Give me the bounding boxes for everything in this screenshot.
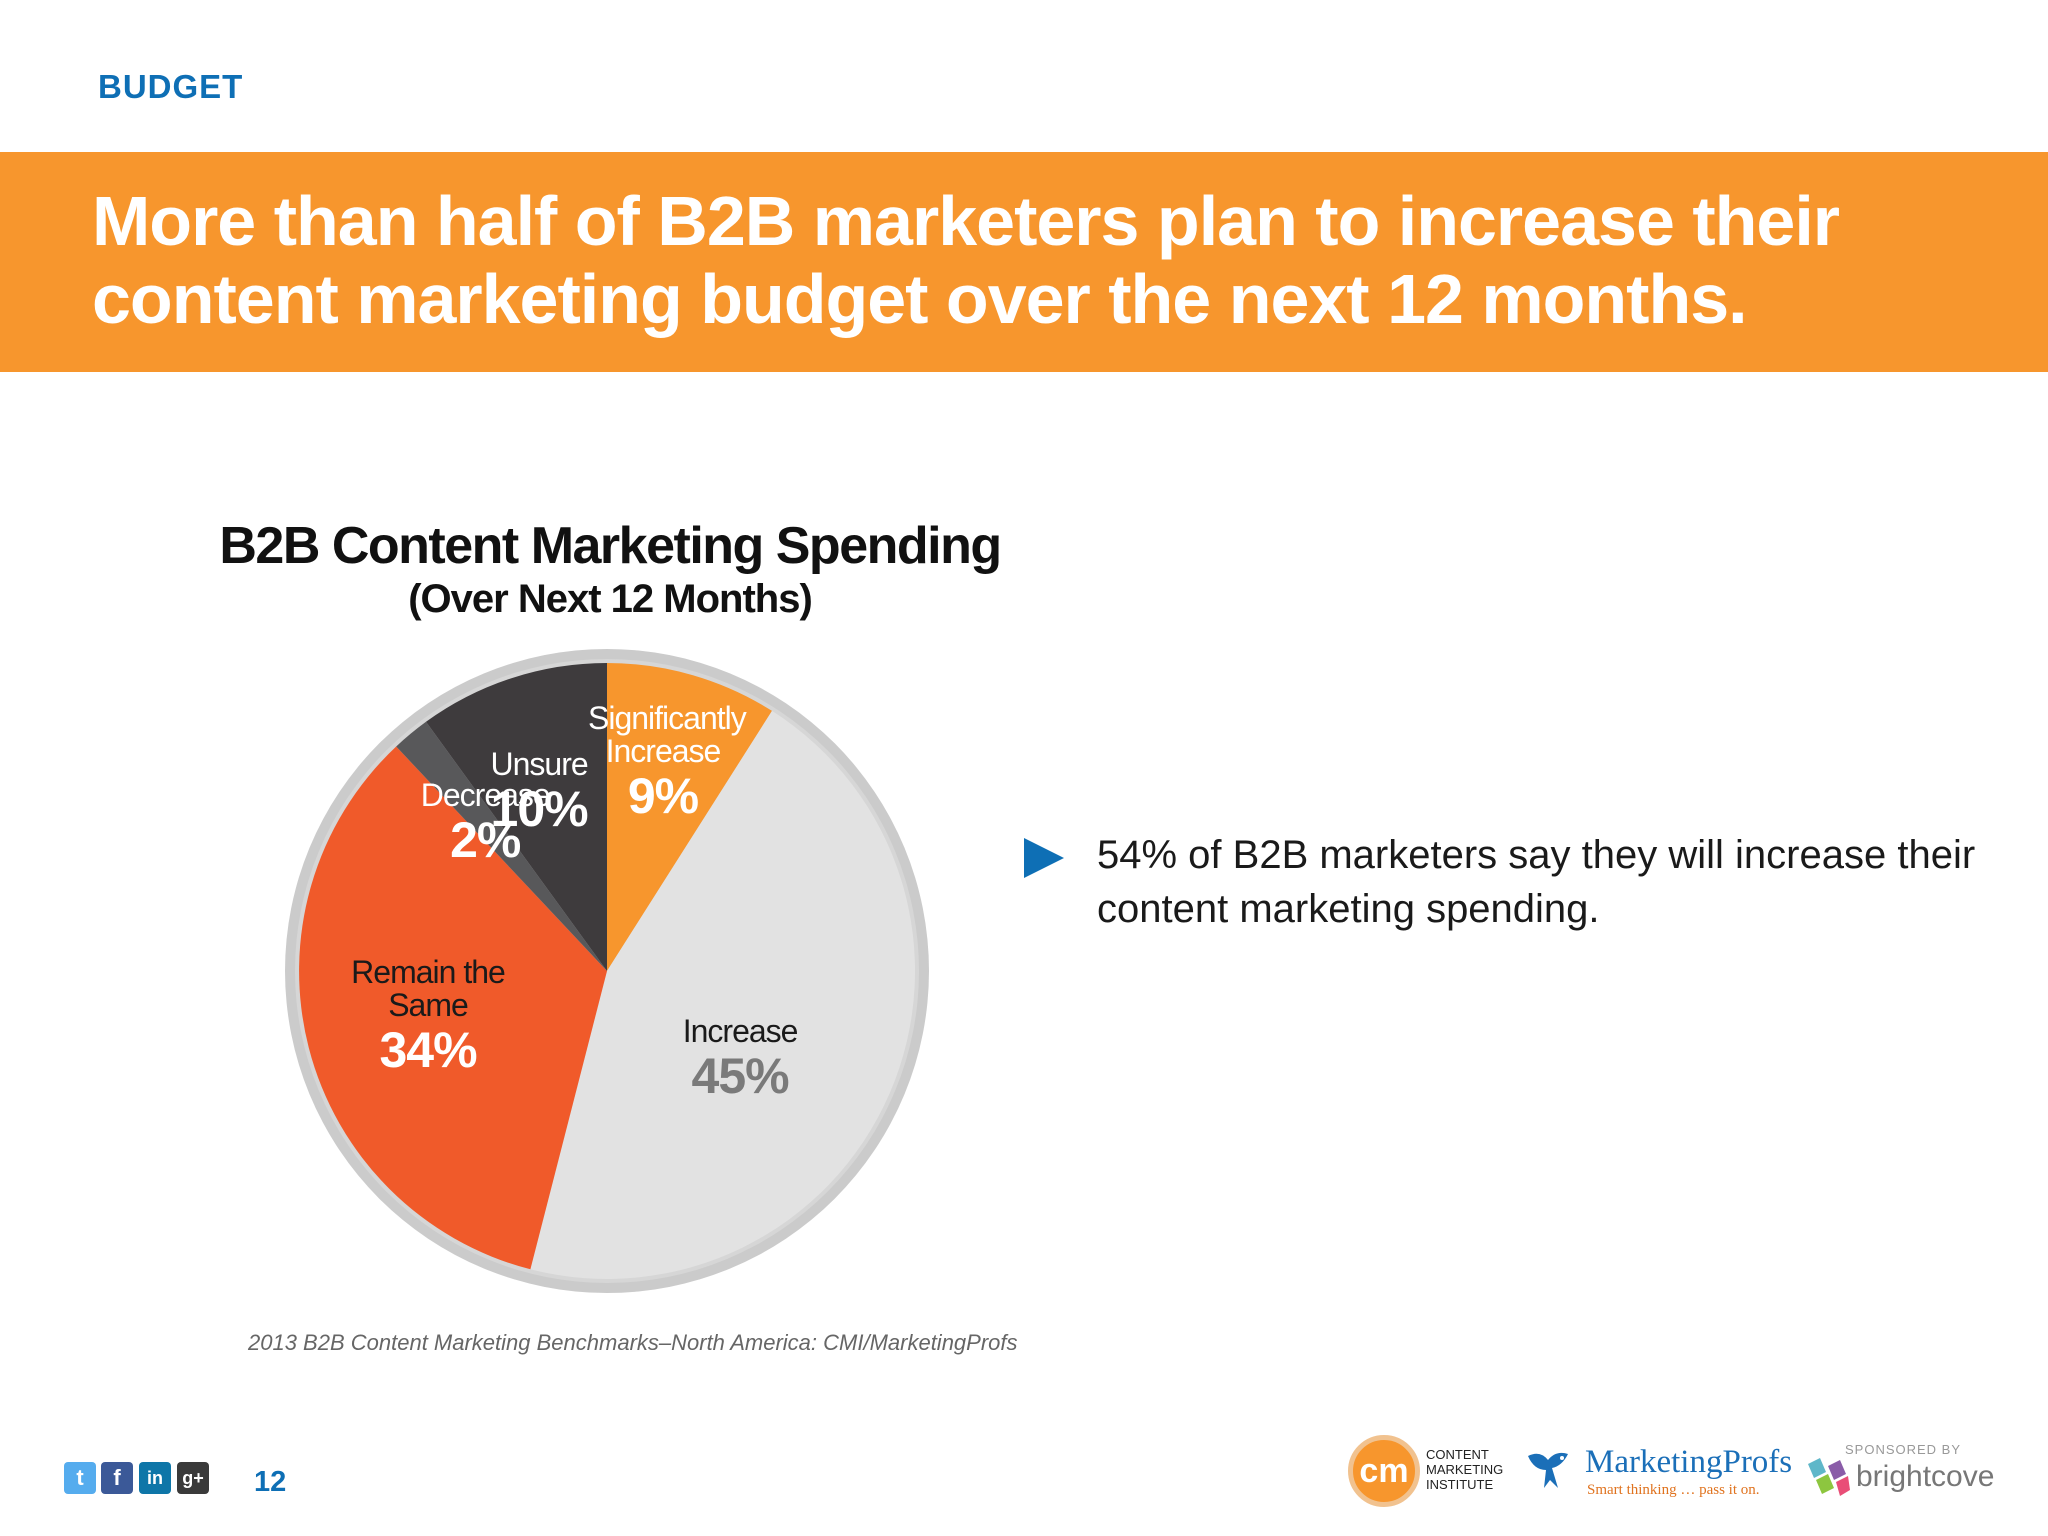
cmi-logo: cm <box>1348 1435 1420 1507</box>
callout-text: 54% of B2B marketers say they will incre… <box>1097 833 1976 931</box>
headline-banner: More than half of B2B marketers plan to … <box>0 152 2048 372</box>
slice-percent: 45% <box>691 1048 790 1105</box>
slice-percent: 9% <box>627 767 699 824</box>
bullet-arrow-icon <box>1024 838 1064 878</box>
pie-slice-remain-the-same <box>299 746 607 1270</box>
brightcove-mark-icon <box>1808 1458 1850 1496</box>
marketingprofs-name: MarketingProfs <box>1585 1444 1793 1480</box>
facebook-icon[interactable]: f <box>101 1462 133 1494</box>
slice-percent: 34% <box>379 1021 477 1078</box>
pie-slice-unsure <box>426 663 607 971</box>
pie-slice-increase <box>530 710 916 1279</box>
headline: More than half of B2B marketers plan to … <box>92 182 1840 338</box>
slice-label-text: Unsure <box>490 746 588 783</box>
slice-label-remain-the-same: Remain the Same 34% <box>333 953 523 1078</box>
linkedin-icon[interactable]: in <box>139 1462 171 1494</box>
twitter-icon[interactable]: t <box>64 1462 96 1494</box>
page-number: 12 <box>254 1466 287 1498</box>
slice-label-text: Significantly Increase <box>587 699 747 769</box>
sponsor-name: brightcove <box>1856 1460 1995 1493</box>
slice-label-decrease: Decrease 2% <box>420 777 551 869</box>
slice-percent: 10% <box>490 781 589 838</box>
slice-label-text: Remain the Same <box>351 953 506 1023</box>
chart-title: B2B Content Marketing Spending <box>219 517 1002 575</box>
marketingprofs-bird-icon <box>1528 1452 1568 1488</box>
sponsor-label: SPONSORED BY <box>1845 1442 1962 1457</box>
google-plus-icon[interactable]: g+ <box>177 1462 209 1494</box>
pie-slice-decrease <box>396 721 607 971</box>
chart-subtitle: (Over Next 12 Months) <box>408 577 813 621</box>
slice-label-text: Decrease <box>420 777 551 814</box>
section-label: BUDGET <box>98 68 244 105</box>
slice-label-unsure: Unsure 10% <box>490 746 589 838</box>
cmi-name: CONTENT MARKETING INSTITUTE <box>1426 1447 1504 1492</box>
chart-source: 2013 B2B Content Marketing Benchmarks–No… <box>248 1330 1018 1355</box>
slice-label-increase: Increase 45% <box>682 1013 799 1105</box>
slice-label-text: Increase <box>682 1013 799 1050</box>
slice-label-significantly-increase: Significantly Increase 9% <box>587 699 747 824</box>
marketingprofs-tagline: Smart thinking … pass it on. <box>1587 1482 1760 1498</box>
pie-slice-significantly-increase <box>607 663 772 971</box>
slice-percent: 2% <box>450 812 521 869</box>
